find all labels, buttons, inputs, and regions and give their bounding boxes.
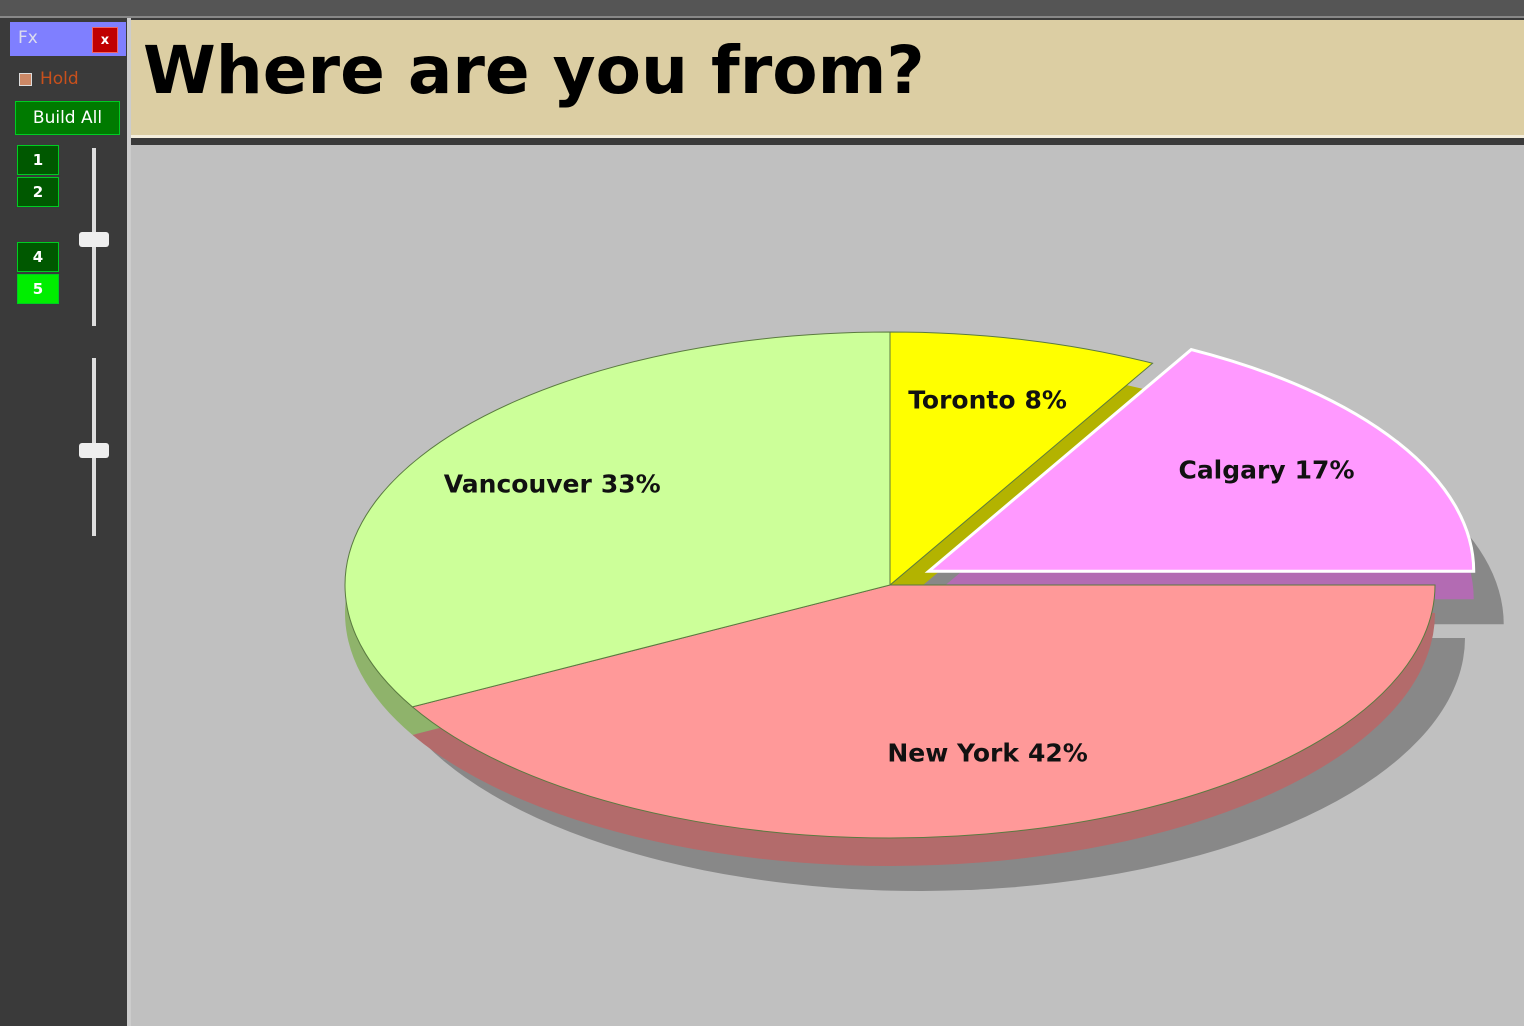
hold-label: Hold	[40, 69, 79, 89]
slice-label: New York 42%	[887, 738, 1087, 767]
checkbox[interactable]	[19, 73, 32, 86]
step-button[interactable]: 4	[17, 242, 59, 272]
category-label: Calgary	[1178, 456, 1285, 485]
step-button[interactable]: 2	[17, 177, 59, 207]
step-button[interactable]: 5	[17, 274, 59, 304]
pie-slice	[889, 331, 1154, 587]
divider	[127, 18, 131, 1026]
menu-bar	[0, 0, 1524, 18]
slider-thumb[interactable]	[79, 443, 109, 458]
category-label: Toronto	[908, 386, 1015, 415]
value-label: 42%	[1028, 738, 1088, 767]
category-label: Vancouver	[444, 469, 593, 498]
pie-slice	[924, 347, 1476, 573]
value-label: 17%	[1295, 456, 1355, 485]
slider-thumb[interactable]	[79, 232, 109, 247]
pie-slice	[411, 584, 1436, 839]
close-button[interactable]: x	[92, 27, 118, 53]
category-label: New York	[887, 738, 1020, 767]
chart: Toronto 8% Calgary 17% New York 42% Vancouver 3…	[131, 145, 1524, 1026]
build-all-button[interactable]: Build All	[15, 101, 120, 135]
slice-label: Vancouver 33%	[444, 469, 661, 498]
pie-slice	[344, 331, 891, 708]
value-label: 33%	[601, 469, 661, 498]
slide-title: Where are you from?	[131, 20, 1524, 138]
slice-label: Toronto 8%	[908, 386, 1067, 415]
slice-label: Calgary 17%	[1178, 456, 1354, 485]
value-label: 8%	[1025, 386, 1067, 415]
step-button[interactable]: 1	[17, 145, 59, 175]
